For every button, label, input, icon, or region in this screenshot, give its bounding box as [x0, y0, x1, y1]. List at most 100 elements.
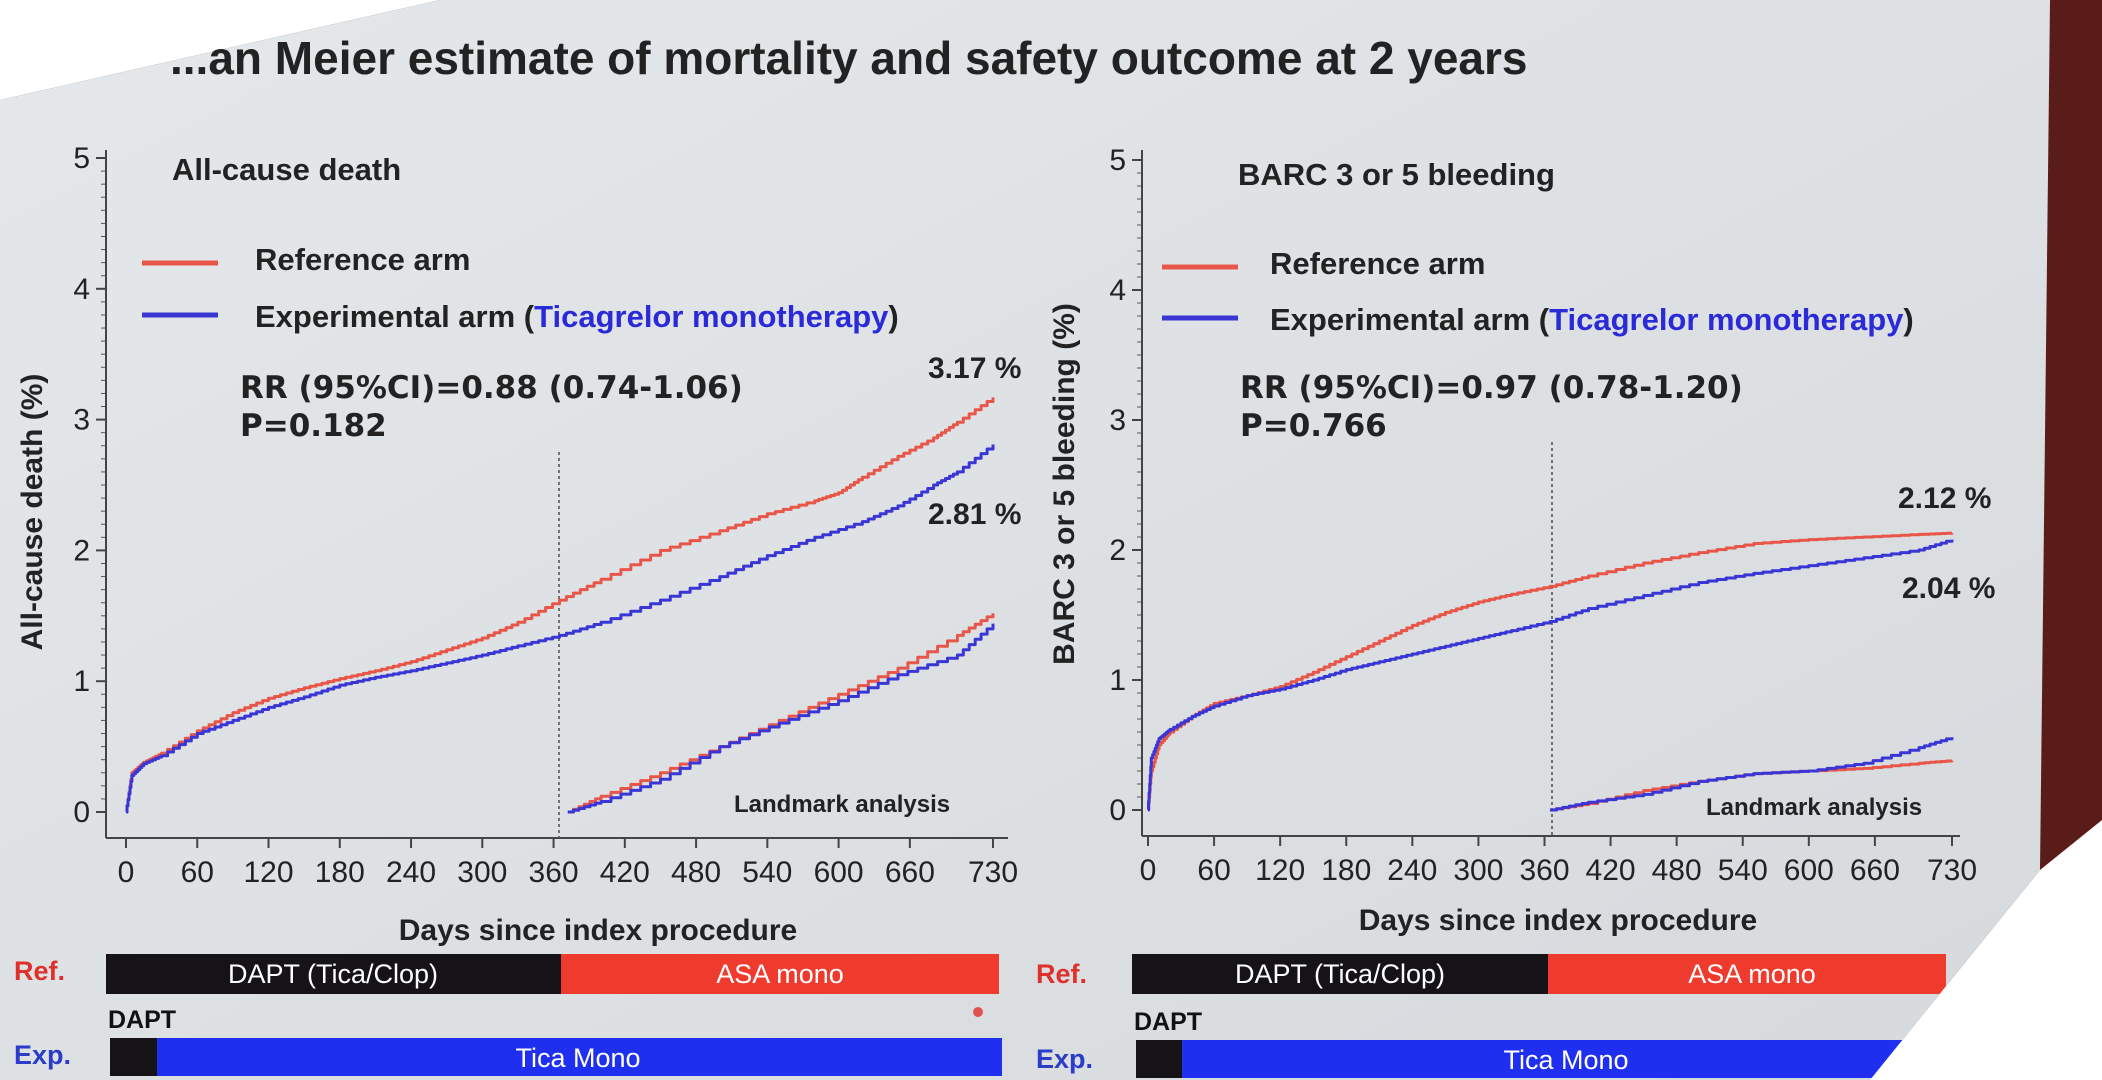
y-tick-label: 1 [1109, 664, 1126, 697]
ref-row-label-right: Ref. [1036, 959, 1087, 989]
dapt-short-bar-left [110, 1038, 157, 1076]
dapt-bar-left [106, 954, 561, 994]
x-ticks-left: 0 60 120 180 240 300 360 420 480 540 600 660 730 [118, 838, 1018, 889]
landmark-label-left: Landmark analysis [734, 791, 950, 818]
landmark-label-right: Landmark analysis [1706, 794, 1922, 821]
dapt-short-bar-right [1136, 1040, 1182, 1078]
series-line-experimental [567, 623, 995, 814]
asa-bar-right [1548, 954, 1946, 994]
ref-row-label-left: Ref. [14, 956, 65, 986]
x-tick-label: 730 [1927, 854, 1977, 887]
dapt-small-label-left: DAPT [108, 1006, 176, 1034]
stat-rr-right: RR (95%CI)=0.97 (0.78-1.20) [1240, 370, 1743, 406]
dapt-bar-label-right: DAPT (Tica/Clop) [1235, 959, 1445, 989]
y-tick-label: 3 [73, 404, 90, 437]
end-label-ref-left: 3.17 % [928, 352, 1021, 385]
curves-left [125, 397, 995, 814]
x-tick-label: 300 [457, 856, 507, 889]
series-line-experimental [1550, 737, 1954, 812]
end-label-ref-right: 2.12 % [1898, 482, 1991, 515]
x-tick-label: 120 [1255, 854, 1305, 887]
x-tick-label: 240 [386, 856, 436, 889]
series-line-reference [567, 613, 995, 814]
x-tick-label: 600 [814, 856, 864, 889]
tica-bar-label-right: Tica Mono [1503, 1045, 1628, 1075]
x-tick-label: 660 [885, 856, 935, 889]
panel-title-left: All-cause death [172, 152, 401, 187]
x-tick-label: 360 [1519, 854, 1569, 887]
xlabel-left: Days since index procedure [399, 914, 798, 947]
end-label-exp-right: 2.04 % [1902, 572, 1995, 605]
panel-title-right: BARC 3 or 5 bleeding [1238, 157, 1555, 192]
ylabel-right: BARC 3 or 5 bleeding (%) [1048, 303, 1081, 665]
tica-bar-label-left: Tica Mono [515, 1043, 640, 1073]
y-tick-label: 5 [73, 142, 90, 175]
tica-bar-left [157, 1038, 1002, 1076]
y-tick-label: 4 [1109, 274, 1126, 307]
y-tick-label: 4 [73, 273, 90, 306]
dapt-bar-right [1132, 954, 1548, 994]
x-tick-label: 300 [1453, 854, 1503, 887]
x-tick-label: 180 [1321, 854, 1371, 887]
y-tick-label: 0 [1109, 794, 1126, 827]
series-line-reference [125, 397, 995, 814]
series-line-experimental [1147, 539, 1954, 812]
xlabel-right: Days since index procedure [1359, 904, 1758, 937]
dapt-bar-label-left: DAPT (Tica/Clop) [228, 959, 438, 989]
y-ticks-left: 0 1 2 3 4 5 [73, 142, 106, 829]
asa-bar-left [561, 954, 999, 994]
x-tick-label: 60 [1197, 854, 1230, 887]
x-tick-label: 420 [600, 856, 650, 889]
x-tick-label: 120 [243, 856, 293, 889]
x-tick-label: 60 [181, 856, 214, 889]
stat-p-left: P=0.182 [240, 408, 387, 444]
y-tick-label: 2 [1109, 534, 1126, 567]
x-tick-label: 730 [968, 856, 1018, 889]
dapt-small-label-right: DAPT [1134, 1008, 1202, 1036]
treatment-bars-right: Ref. DAPT (Tica/Clop) ASA mono DAPT Exp.… [1036, 954, 1946, 1078]
panel-all-cause-death: All-cause death (%) 0 1 2 3 4 5 0 60 120 180 240 3… [16, 142, 1021, 947]
legend-ref-right: Reference arm [1270, 246, 1485, 281]
x-tick-label: 480 [1652, 854, 1702, 887]
y-tick-label: 2 [73, 534, 90, 567]
x-tick-label: 660 [1850, 854, 1900, 887]
x-tick-label: 420 [1586, 854, 1636, 887]
legend-exp-left: Experimental arm (Ticagrelor monotherapy… [255, 299, 899, 334]
x-tick-label: 540 [742, 856, 792, 889]
asa-bar-label-left: ASA mono [716, 959, 844, 989]
y-tick-label: 3 [1109, 404, 1126, 437]
series-line-experimental [125, 444, 995, 814]
y-tick-label: 1 [73, 665, 90, 698]
asa-bar-label-right: ASA mono [1688, 959, 1816, 989]
treatment-bars-left: Ref. DAPT (Tica/Clop) ASA mono DAPT Exp.… [14, 954, 1002, 1076]
x-ticks-right: 0 60 120 180 240 300 360 420 480 540 600 660 730 [1140, 836, 1977, 887]
curves-right [1147, 531, 1954, 812]
y-tick-label: 5 [1109, 144, 1126, 177]
x-tick-label: 480 [671, 856, 721, 889]
laser-dot [973, 1007, 983, 1017]
exp-row-label-right: Exp. [1036, 1044, 1093, 1074]
slide-title: ...an Meier estimate of mortality and sa… [170, 32, 1527, 84]
slide-surface [0, 0, 2050, 1080]
x-tick-label: 0 [118, 856, 135, 889]
x-tick-label: 180 [315, 856, 365, 889]
x-tick-label: 360 [529, 856, 579, 889]
tica-bar-right [1182, 1040, 1918, 1078]
exp-row-label-left: Exp. [14, 1040, 71, 1070]
end-label-exp-left: 2.81 % [928, 498, 1021, 531]
stat-rr-left: RR (95%CI)=0.88 (0.74-1.06) [240, 370, 743, 406]
y-ticks-right: 0 1 2 3 4 5 [1109, 144, 1142, 827]
top-left-corner [0, 0, 440, 100]
stat-p-right: P=0.766 [1240, 408, 1387, 444]
bottom-right-corner-overlay [1870, 820, 2102, 1080]
legend-exp-right: Experimental arm (Ticagrelor monotherapy… [1270, 302, 1914, 337]
y-tick-label: 0 [73, 796, 90, 829]
legend-ref-left: Reference arm [255, 242, 470, 277]
x-tick-label: 540 [1718, 854, 1768, 887]
panel-barc-bleeding: BARC 3 or 5 bleeding (%) 0 1 2 3 4 5 0 60 120 18… [1048, 144, 1995, 937]
x-tick-label: 240 [1387, 854, 1437, 887]
x-tick-label: 600 [1784, 854, 1834, 887]
ylabel-left: All-cause death (%) [16, 374, 49, 651]
x-tick-label: 0 [1140, 854, 1157, 887]
